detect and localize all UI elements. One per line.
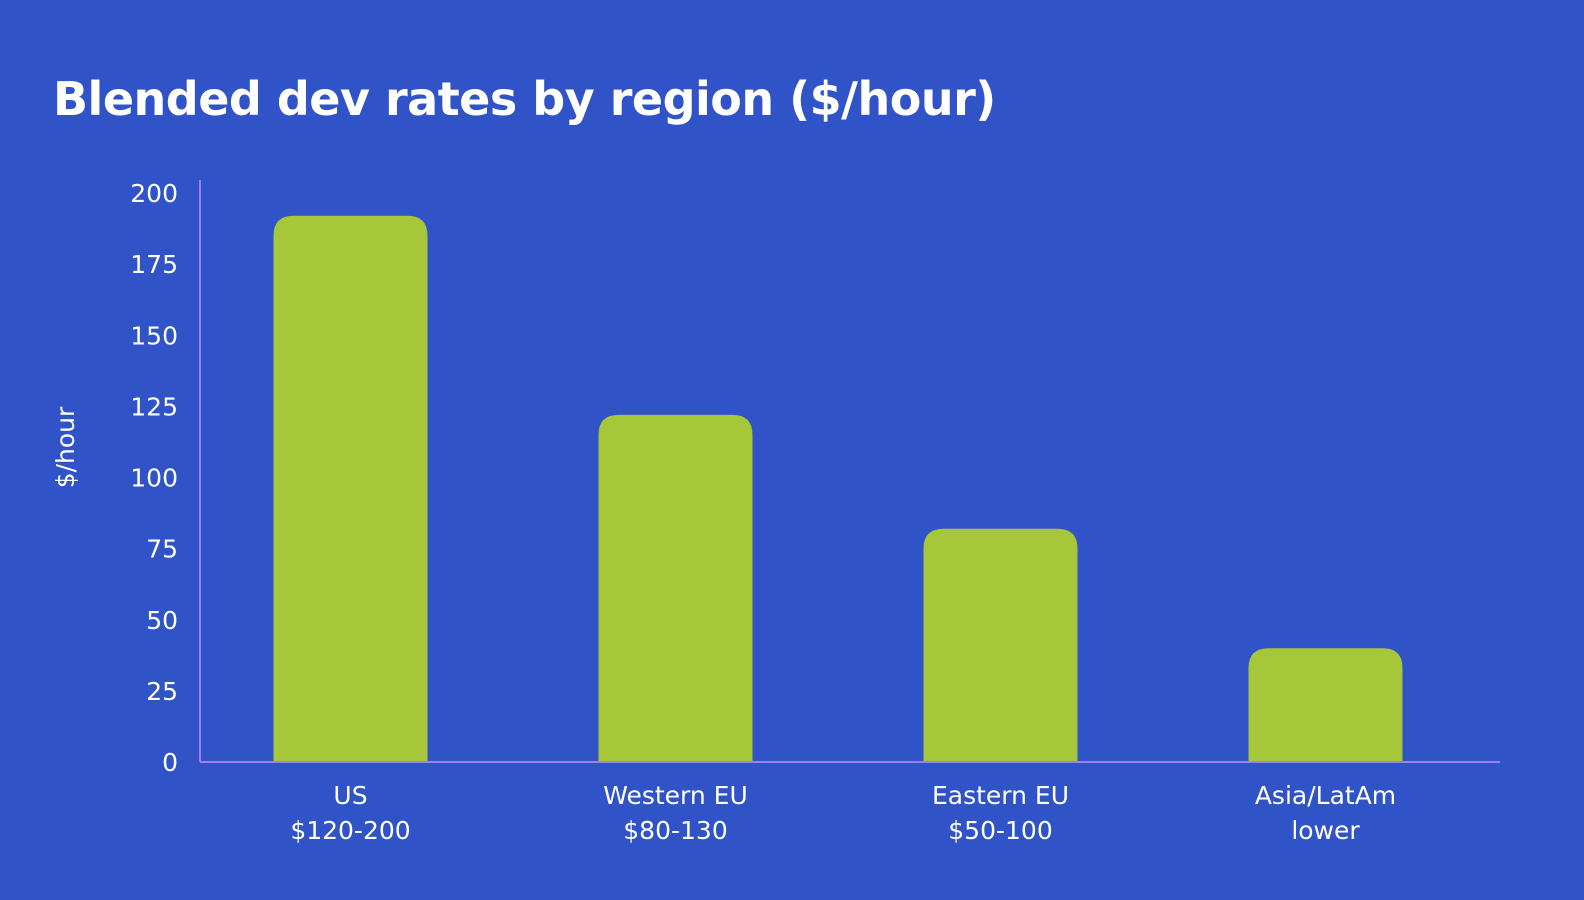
- category-label-4: Asia/LatAm: [1255, 781, 1396, 810]
- y-tick-label-75: 75: [146, 535, 178, 564]
- y-tick-label-25: 25: [146, 677, 178, 706]
- y-tick-label-50: 50: [146, 606, 178, 635]
- y-tick-label-150: 150: [130, 321, 178, 350]
- category-sublabel-3: $50-100: [948, 816, 1052, 845]
- y-tick-label-200: 200: [130, 179, 178, 208]
- category-sublabel-2: $80-130: [623, 816, 727, 845]
- bar-4: [1248, 648, 1403, 762]
- category-sublabel-1: $120-200: [290, 816, 410, 845]
- category-label-2: Western EU: [603, 781, 748, 810]
- axes-layer: [199, 180, 1500, 763]
- chart-title: Blended dev rates by region ($/hour): [53, 72, 996, 126]
- y-axis-title: $/hour: [51, 406, 80, 488]
- category-label-3: Eastern EU: [932, 781, 1069, 810]
- y-tick-label-175: 175: [130, 250, 178, 279]
- bars-layer: [273, 215, 1403, 762]
- y-tick-label-100: 100: [130, 464, 178, 493]
- labels-layer: US $120-200 Western EU $80-130 Eastern EU $50…: [51, 179, 1396, 845]
- category-sublabel-4: lower: [1291, 816, 1360, 845]
- bar-3: [923, 528, 1078, 762]
- bar-2: [598, 414, 753, 762]
- bar-1: [273, 215, 428, 762]
- y-tick-label-0: 0: [162, 748, 178, 777]
- y-tick-label-125: 125: [130, 392, 178, 421]
- category-label-1: US: [333, 781, 367, 810]
